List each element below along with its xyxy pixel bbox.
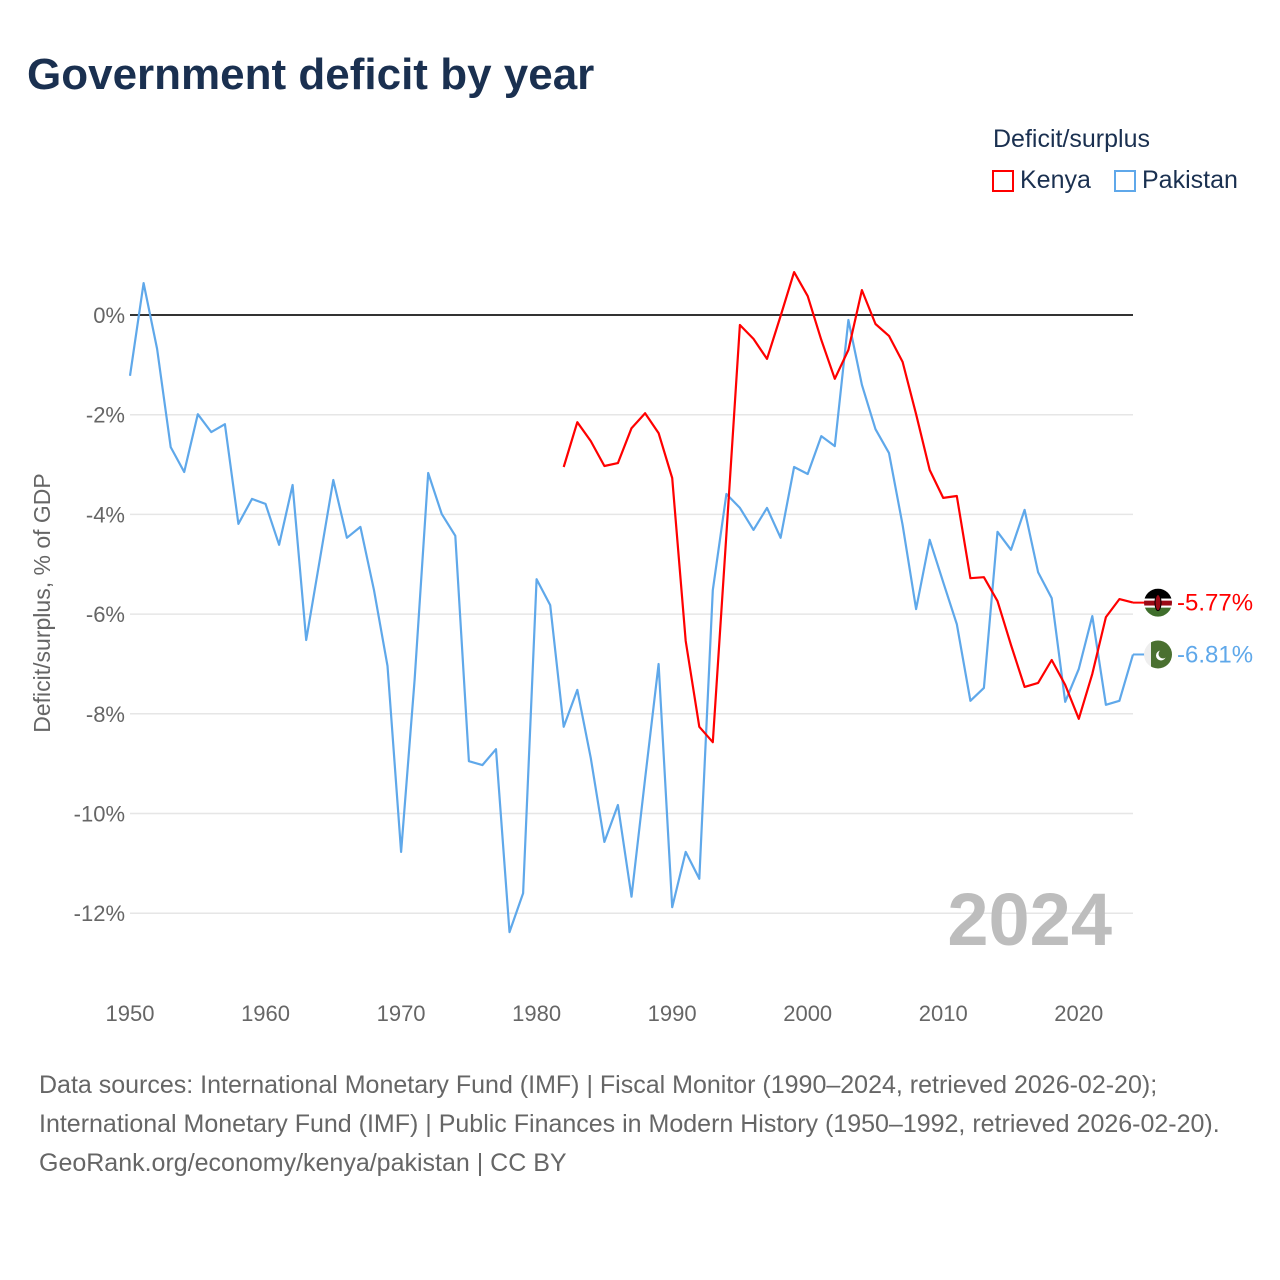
x-tick-label: 1960 [241,1001,290,1026]
x-tick-label: 1950 [106,1001,155,1026]
legend-item-kenya[interactable]: Kenya [992,166,1091,195]
legend-title: Deficit/surplus [993,125,1150,153]
y-tick-label: -12% [74,901,125,926]
chart-title: Government deficit by year [27,50,595,99]
legend-swatch-kenya [992,169,1014,192]
y-tick-label: -2% [86,403,125,428]
y-axis-label: Deficit/surplus, % of GDP [29,473,55,732]
y-tick-label: -8% [86,702,125,727]
footer: Data sources: International Monetary Fun… [39,1066,1239,1183]
x-tick-label: 2010 [919,1001,968,1026]
x-tick-label: 2000 [783,1001,832,1026]
end-value-pakistan: -6.81% [1177,641,1253,668]
x-tick-label: 2020 [1054,1001,1103,1026]
y-tick-label: -4% [86,502,125,527]
legend-label: Pakistan [1142,166,1238,194]
credit-line: GeoRank.org/economy/kenya/pakistan | CC … [39,1149,567,1177]
end-value-kenya: -5.77% [1177,590,1253,617]
y-tick-label: 0% [93,303,125,328]
pakistan-flag-icon [1144,640,1172,669]
year-label: 2024 [947,878,1112,961]
legend-item-pakistan[interactable]: Pakistan [1114,166,1238,195]
y-tick-label: -10% [74,802,125,827]
x-tick-label: 1980 [512,1001,561,1026]
series-line-kenya [562,271,1134,744]
data-sources: Data sources: International Monetary Fun… [39,1071,1220,1138]
x-tick-label: 1970 [377,1001,426,1026]
legend-label: Kenya [1020,166,1091,194]
legend-swatch-pakistan [1114,169,1136,192]
y-tick-label: -6% [86,602,125,627]
series-line-pakistan [128,282,1135,934]
x-tick-label: 1990 [648,1001,697,1026]
kenya-flag-icon [1144,588,1172,617]
